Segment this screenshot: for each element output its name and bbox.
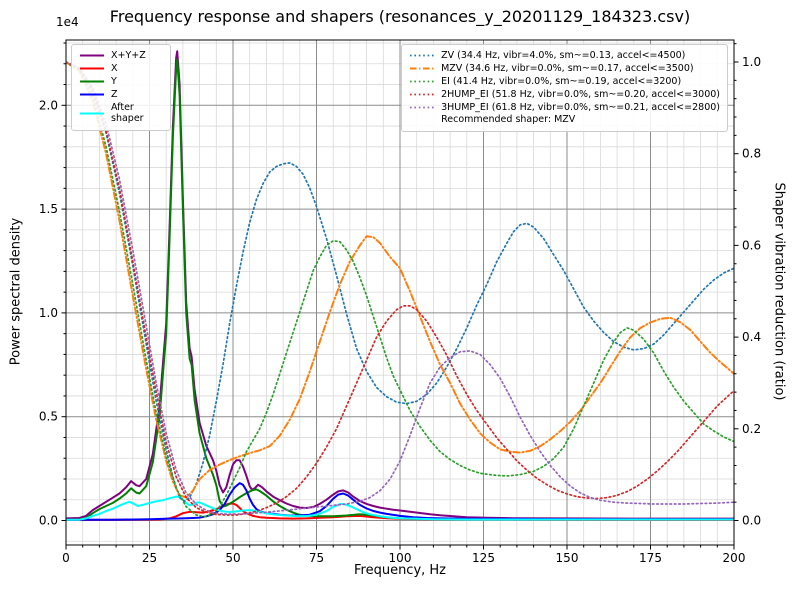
legend-item-3hump-ei: 3HUMP_EI (61.8 Hz, vibr=0.0%, sm~=0.21, … xyxy=(409,102,720,114)
legend-label: MZV (34.6 Hz, vibr=0.0%, sm~=0.17, accel… xyxy=(441,62,694,74)
legend-label: Z xyxy=(111,88,118,100)
y-right-tick-label: 0.0 xyxy=(742,514,761,528)
series-y xyxy=(66,58,734,521)
legend-label: X+Y+Z xyxy=(111,50,146,61)
chart-title: Frequency response and shapers (resonanc… xyxy=(109,7,691,26)
legend-item-y: Y xyxy=(79,76,163,88)
legend-item-ei: EI (41.4 Hz, vibr=0.0%, sm~=0.19, accel<… xyxy=(409,76,720,88)
legend-label: After shaper xyxy=(111,101,144,125)
legend-item-x-y-z: X+Y+Z xyxy=(79,50,163,62)
legend-line-sample xyxy=(410,93,435,96)
series-2hump-ei xyxy=(66,61,734,516)
legend-label: 2HUMP_EI (51.8 Hz, vibr=0.0%, sm~=0.20, … xyxy=(441,88,720,100)
legend-label: 3HUMP_EI (61.8 Hz, vibr=0.0%, sm~=0.21, … xyxy=(441,101,720,113)
legend-item-after-shaper: After shaper xyxy=(79,102,163,126)
legend-line-sample xyxy=(80,93,104,96)
series-ei xyxy=(66,61,734,518)
x-tick-label: 50 xyxy=(225,551,240,565)
y-axis-offset-label: 1e4 xyxy=(56,15,79,29)
legend-label: EI (41.4 Hz, vibr=0.0%, sm~=0.19, accel<… xyxy=(441,75,682,87)
legend-line-sample xyxy=(80,112,104,115)
y-right-tick-label: 0.6 xyxy=(742,238,761,252)
x-tick-label: 175 xyxy=(639,551,662,565)
legend-item-z: Z xyxy=(79,89,163,101)
psd-series-group xyxy=(66,50,734,521)
legend-line-sample xyxy=(80,67,104,70)
legend-item-2hump-ei: 2HUMP_EI (51.8 Hz, vibr=0.0%, sm~=0.20, … xyxy=(409,89,720,101)
x-tick-label: 200 xyxy=(723,551,746,565)
y-right-tick-label: 1.0 xyxy=(742,55,761,69)
legend-recommended-shaper: Recommended shaper: MZV xyxy=(409,114,720,126)
y-right-tick-label: 0.2 xyxy=(742,422,761,436)
x-tick-label: 0 xyxy=(62,551,70,565)
legend-psd: X+Y+Z X Y Z After shaper xyxy=(71,44,171,132)
series-after-shaper xyxy=(66,495,734,521)
x-tick-label: 100 xyxy=(389,551,412,565)
y-axis-right-label: Shaper vibration reduction (ratio) xyxy=(771,182,787,401)
series-mzv xyxy=(66,61,734,499)
legend-item-x: X xyxy=(79,63,163,75)
y-axis-left-label: Power spectral density xyxy=(8,217,24,366)
legend-line-sample xyxy=(410,67,435,70)
series-x xyxy=(66,502,734,521)
x-tick-label: 25 xyxy=(142,551,157,565)
legend-line-sample xyxy=(410,55,435,57)
y-left-tick-label: 1.0 xyxy=(39,306,58,320)
shaper-series-group xyxy=(66,61,734,518)
x-axis-label: Frequency, Hz xyxy=(353,563,447,578)
x-tick-label: 150 xyxy=(556,551,579,565)
legend-item-mzv: MZV (34.6 Hz, vibr=0.0%, sm~=0.17, accel… xyxy=(409,63,720,75)
y-left-tick-label: 1.5 xyxy=(39,202,58,216)
legend-line-sample xyxy=(80,80,104,83)
legend-line-sample xyxy=(80,54,104,57)
legend-item-zv: ZV (34.4 Hz, vibr=4.0%, sm~=0.13, accel<… xyxy=(409,50,720,62)
legend-label: ZV (34.4 Hz, vibr=4.0%, sm~=0.13, accel<… xyxy=(441,50,686,61)
y-left-tick-label: 0.0 xyxy=(39,514,58,528)
legend-line-sample xyxy=(410,106,435,109)
y-right-tick-label: 0.4 xyxy=(742,330,761,344)
legend-label: X xyxy=(111,62,118,74)
y-left-tick-label: 2.0 xyxy=(39,98,58,112)
legend-label: Y xyxy=(111,75,117,87)
legend-shapers: ZV (34.4 Hz, vibr=4.0%, sm~=0.13, accel<… xyxy=(401,44,728,133)
axis-ticks xyxy=(61,42,739,550)
y-right-tick-label: 0.8 xyxy=(742,147,761,161)
y-left-tick-label: 0.5 xyxy=(39,410,58,424)
x-tick-label: 125 xyxy=(472,551,495,565)
series-3hump-ei xyxy=(66,61,734,515)
legend-line-sample xyxy=(410,80,435,83)
series-x-y-z xyxy=(66,50,734,520)
x-tick-label: 75 xyxy=(309,551,324,565)
legend-note-text: Recommended shaper: MZV xyxy=(441,114,576,126)
